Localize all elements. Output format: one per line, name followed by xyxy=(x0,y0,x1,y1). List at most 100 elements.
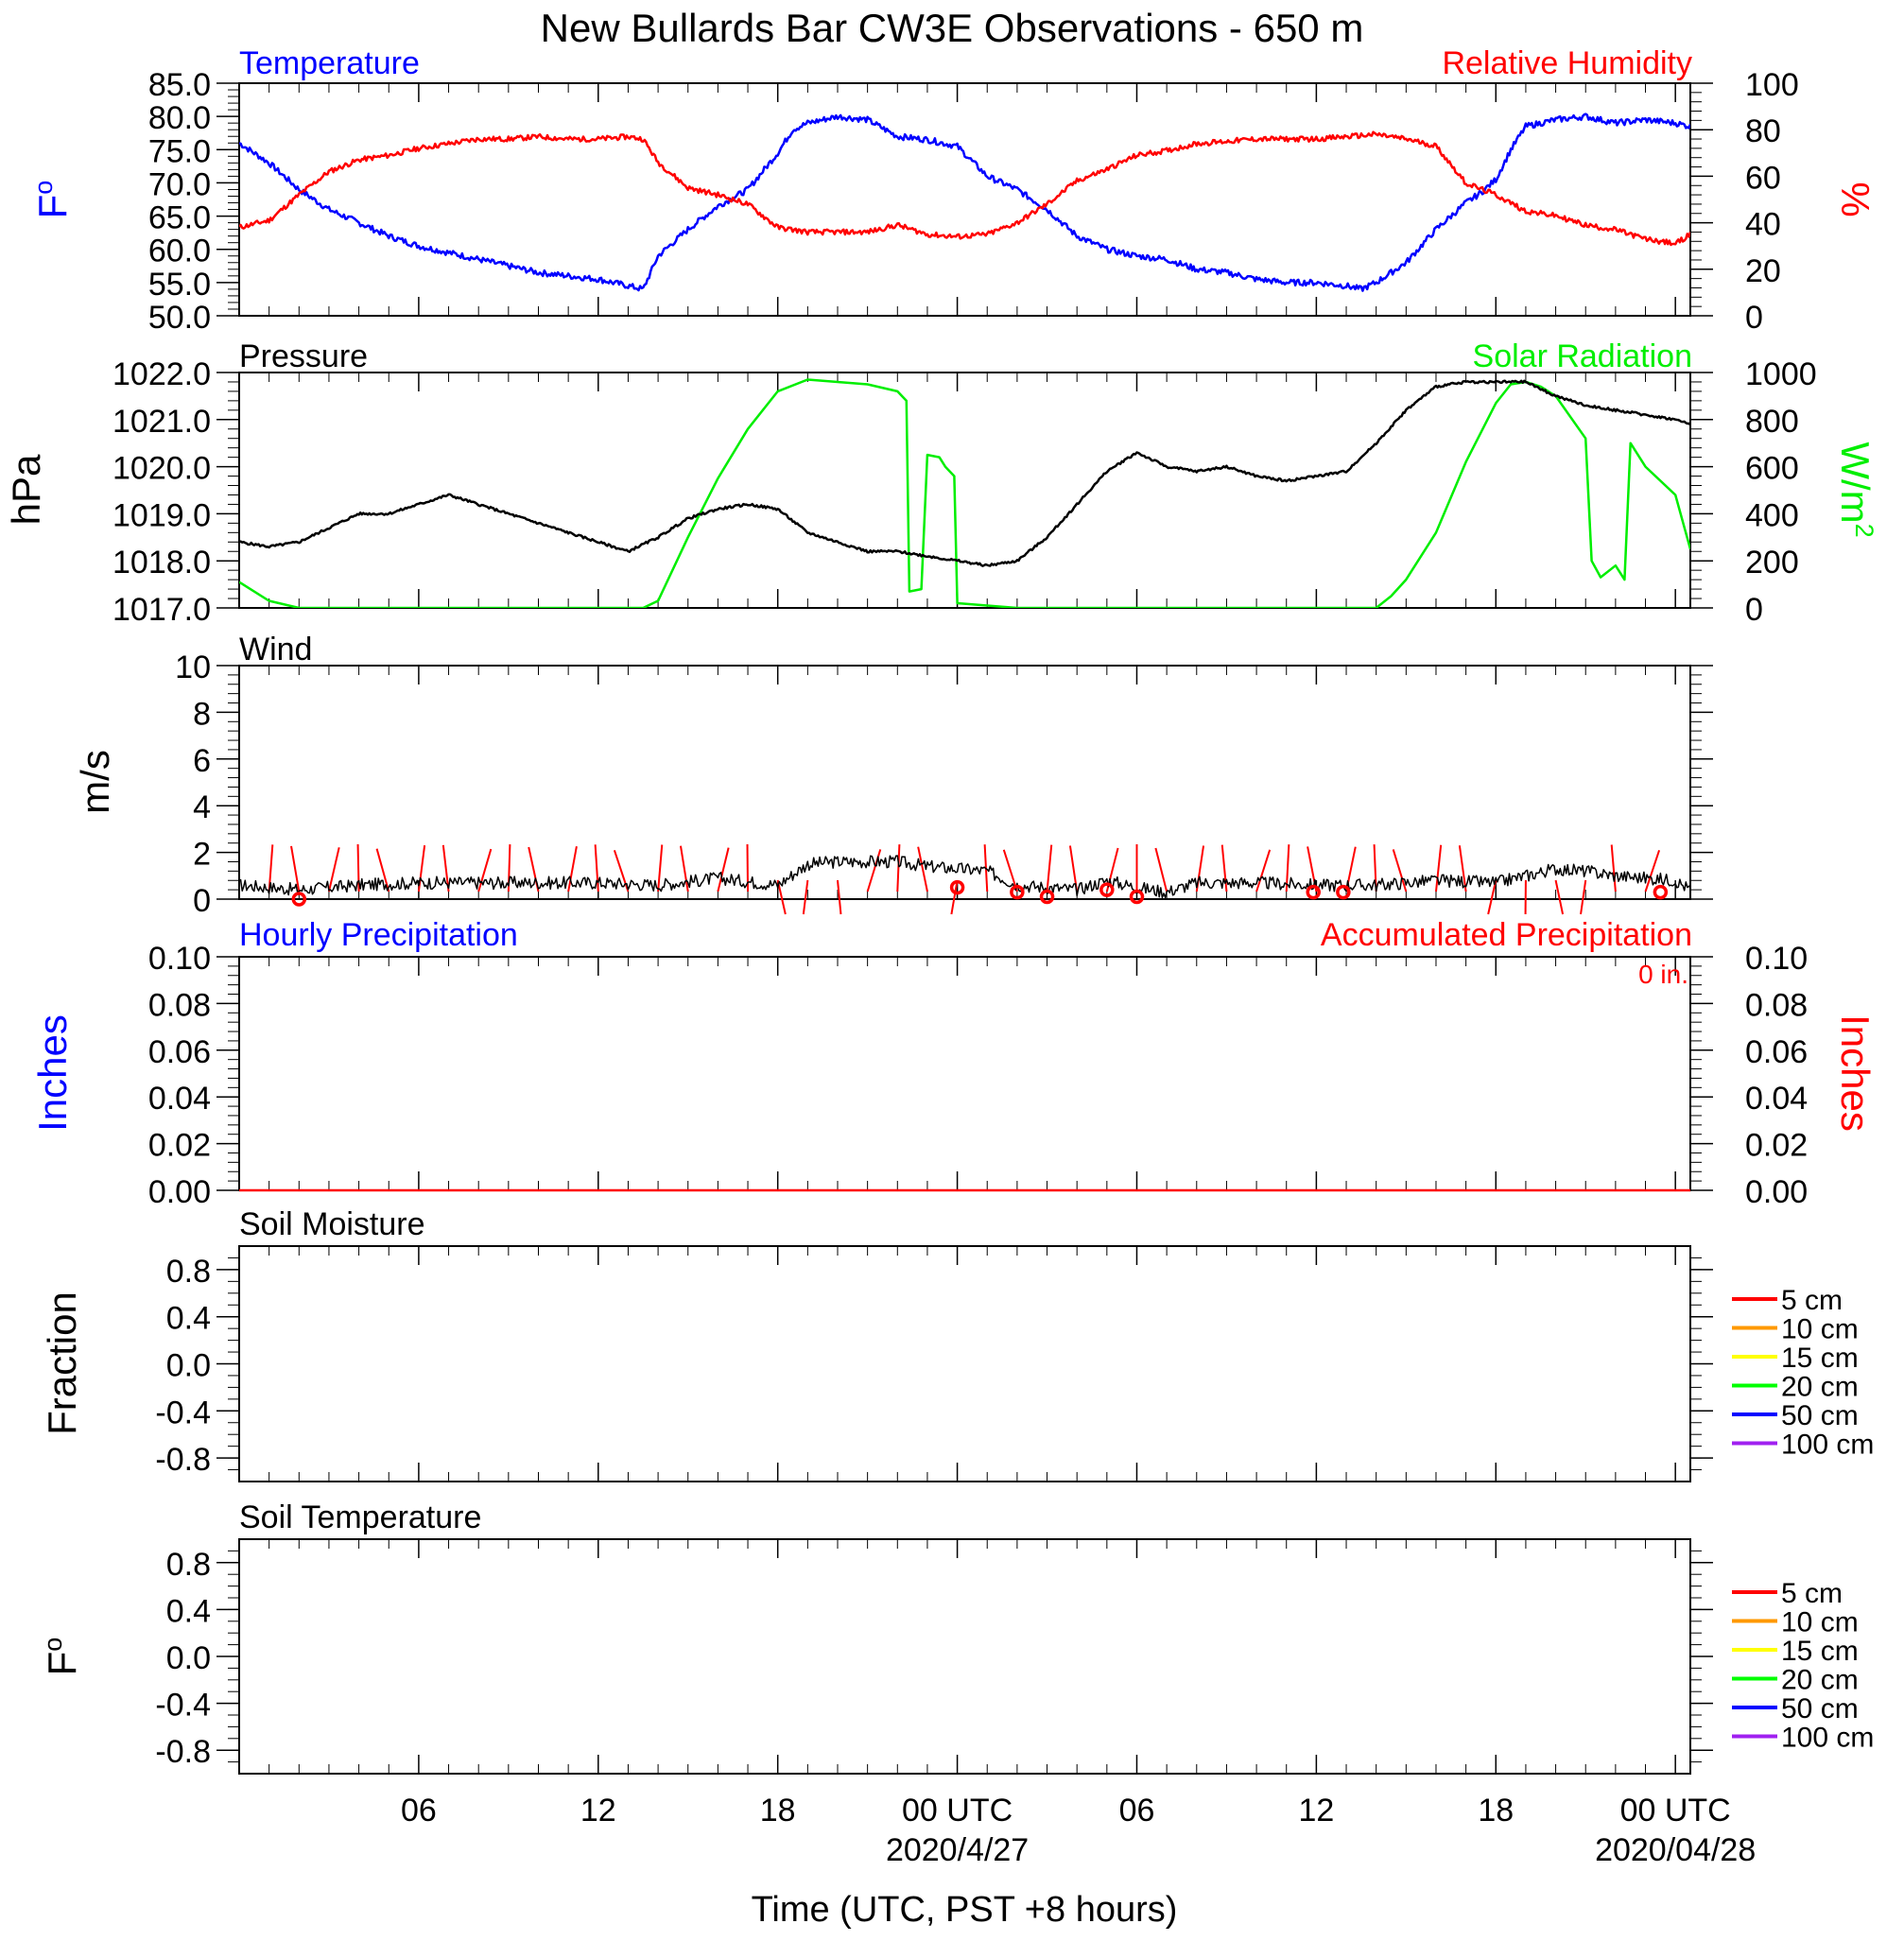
calm-marker xyxy=(291,892,307,907)
y-tick-label: -0.4 xyxy=(155,1688,211,1724)
legend-label: 10 cm xyxy=(1781,1314,1859,1345)
figure-title: New Bullards Bar CW3E Observations - 650… xyxy=(541,6,1364,50)
wind-barb xyxy=(917,846,928,893)
soil-moisture-title: Soil Moisture xyxy=(239,1206,425,1242)
y-tick-label: 0.0 xyxy=(166,1640,211,1676)
wind-barb xyxy=(1434,844,1443,893)
y-tick-label: 8 xyxy=(193,696,211,732)
x-date-label: 2020/04/28 xyxy=(1595,1832,1756,1868)
wind-barb xyxy=(1046,844,1053,893)
accum-precip-value: 0 in. xyxy=(1638,960,1688,989)
y-tick-label: 0.8 xyxy=(166,1547,211,1583)
plot-frame xyxy=(238,956,1691,1191)
calm-marker xyxy=(1336,884,1351,900)
wind-barb xyxy=(268,844,274,893)
plot-frame xyxy=(238,1538,1691,1775)
y-tick-label: 60.0 xyxy=(148,234,211,269)
solar-line xyxy=(239,378,1690,608)
y-tick-label: 80 xyxy=(1745,113,1781,149)
soil-temperature-title: Soil Temperature xyxy=(239,1499,481,1535)
y-tick-label: 0.10 xyxy=(148,941,211,977)
soil-moisture-unit-label: Fraction xyxy=(40,1291,84,1435)
wind-barb xyxy=(327,847,340,893)
temp-humidity-lines xyxy=(239,113,1690,292)
solar-title: Solar Radiation xyxy=(1473,338,1692,374)
y-tick-label: 0.00 xyxy=(1745,1174,1808,1210)
wind-barb xyxy=(1307,846,1318,893)
temperature-unit-label: Fo xyxy=(29,181,75,219)
y-tick-label: 0.8 xyxy=(166,1254,211,1290)
legend-label: 5 cm xyxy=(1781,1578,1843,1609)
plot-frame xyxy=(238,665,1691,900)
y-tick-label: 20 xyxy=(1745,253,1781,289)
wind-barb xyxy=(1392,849,1408,893)
wind-barb xyxy=(657,844,664,893)
calm-marker xyxy=(1306,884,1321,900)
temperature-humidity-panel: 85.080.075.070.065.060.055.050.0 100 80 60 4… xyxy=(29,45,1878,336)
hourly-precip-title: Hourly Precipitation xyxy=(239,917,518,953)
legend-label: 10 cm xyxy=(1781,1607,1859,1638)
x-date-label: 2020/4/27 xyxy=(886,1832,1029,1868)
wind-speed-line xyxy=(238,855,1691,899)
pressure-solar-panel: 1022.0 1021.0 1020.0 1019.0 1018.0 1017.0 1000… xyxy=(4,338,1878,628)
soil-temperature-unit-label: Fo xyxy=(39,1638,84,1676)
x-tick-label: 00 UTC xyxy=(902,1793,1013,1828)
wind-barb xyxy=(1002,849,1018,893)
wind-barb xyxy=(594,844,599,893)
wind-barb xyxy=(1487,879,1497,915)
y-tick-label: 2 xyxy=(193,837,211,873)
y-tick-label: 70.0 xyxy=(148,166,211,202)
y-tick-label: 1021.0 xyxy=(113,404,211,440)
humidity-line xyxy=(239,130,1690,247)
humidity-title: Relative Humidity xyxy=(1442,45,1692,81)
calm-marker xyxy=(1653,884,1669,900)
wind-barbs xyxy=(268,843,1661,915)
y-tick-label: 0 xyxy=(1745,300,1763,336)
legend-label: 50 cm xyxy=(1781,1400,1859,1431)
y-tick-label: 1017.0 xyxy=(113,592,211,628)
wind-barb xyxy=(896,844,901,893)
wind-barb xyxy=(567,846,578,893)
x-tick-label: 12 xyxy=(1298,1793,1334,1828)
wind-barb xyxy=(1458,845,1467,893)
y-tick-label: 4 xyxy=(193,789,211,825)
calm-marker xyxy=(1129,889,1145,905)
y-tick-label: 10 xyxy=(175,650,211,685)
x-tick-label: 12 xyxy=(580,1793,616,1828)
pressure-title: Pressure xyxy=(239,338,368,374)
y-tick-label: 0.00 xyxy=(148,1174,211,1210)
calm-marker xyxy=(1010,884,1025,900)
wind-panel: 10 8 6 4 2 0 Wind m/s xyxy=(73,632,1713,919)
y-tick-label: 0.04 xyxy=(148,1081,211,1117)
accum-precip-title: Accumulated Precipitation xyxy=(1321,917,1692,953)
x-tick-label: 18 xyxy=(1478,1793,1514,1828)
y-tick-label: 65.0 xyxy=(148,200,211,236)
y-tick-label: 50.0 xyxy=(148,300,211,336)
y-tick-label: 80.0 xyxy=(148,100,211,136)
wind-barb xyxy=(1255,849,1272,893)
y-tick-label: 0.4 xyxy=(166,1301,211,1337)
y-tick-label: 0.4 xyxy=(166,1593,211,1629)
solar-unit-label: W/m2 xyxy=(1833,442,1878,537)
y-tick-label: 0.06 xyxy=(1745,1034,1808,1070)
wind-barb xyxy=(613,849,630,893)
y-tick-label: 0.02 xyxy=(1745,1128,1808,1164)
wind-barb xyxy=(866,849,882,893)
wind-barb xyxy=(1554,879,1565,915)
wind-barb xyxy=(1580,879,1587,915)
pressure-solar-lines xyxy=(239,378,1690,608)
y-tick-label: 60 xyxy=(1745,160,1781,196)
calm-marker xyxy=(1039,889,1055,905)
x-axis: 06 12 18 00 UTC 2020/4/27 06 12 18 00 UTC 2020/04… xyxy=(401,1793,1756,1930)
y-tick-label: 400 xyxy=(1745,497,1799,533)
wind-barb xyxy=(1644,849,1661,893)
x-tick-label: 06 xyxy=(1119,1793,1155,1828)
calm-marker xyxy=(949,879,965,895)
wind-barb xyxy=(679,845,689,893)
y-tick-label: 1022.0 xyxy=(113,356,211,392)
humidity-unit-label: % xyxy=(1833,182,1878,217)
soil-temperature-panel: 0.8 0.4 0.0 -0.4 -0.8 Soil Temperature 5 cm10 … xyxy=(39,1499,1874,1775)
wind-barb xyxy=(950,879,959,915)
